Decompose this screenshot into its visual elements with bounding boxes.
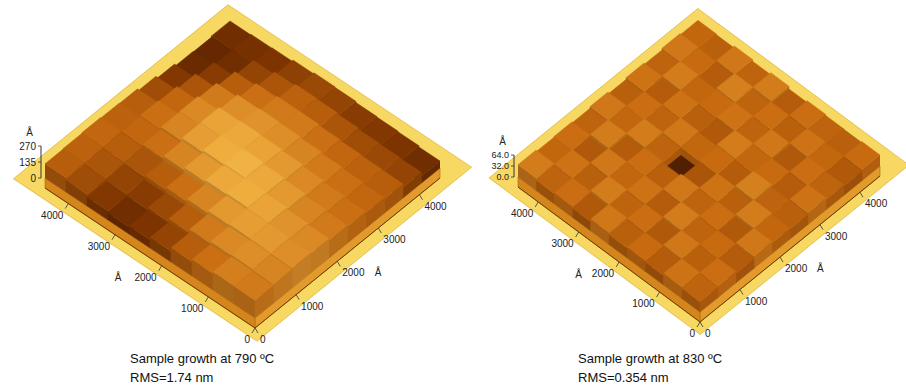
y-tick bbox=[576, 232, 579, 237]
y-tick-label: 3000 bbox=[88, 241, 111, 252]
x-tick-label: 2000 bbox=[785, 263, 808, 274]
x-tick bbox=[337, 261, 340, 266]
x-tick bbox=[820, 225, 823, 230]
figure-svg: 0 1000 2000 3000 4000 Å 0 1000 2000 3000 4000 Å 0 135… bbox=[0, 0, 906, 388]
surface-cells bbox=[518, 20, 880, 312]
x-tick-label: 2000 bbox=[342, 267, 365, 278]
y-tick bbox=[535, 202, 538, 207]
caption-subtitle: RMS=1.74 nm bbox=[130, 370, 213, 385]
x-tick bbox=[740, 290, 743, 295]
z-tick-label: 135 bbox=[19, 157, 36, 168]
y-tick-label: 1000 bbox=[632, 298, 655, 309]
x-tick bbox=[378, 228, 381, 233]
y-tick-label: 3000 bbox=[551, 238, 574, 249]
caption-subtitle: RMS=0.354 nm bbox=[578, 370, 669, 385]
z-tick-label: 270 bbox=[19, 141, 36, 152]
z-tick bbox=[511, 177, 514, 178]
z-tick bbox=[38, 178, 41, 179]
y-tick bbox=[252, 328, 255, 333]
base-plane bbox=[489, 9, 906, 335]
x-tick bbox=[419, 195, 422, 200]
z-tick-label: 0 bbox=[30, 173, 36, 184]
x-axis-title: Å bbox=[375, 266, 382, 278]
y-axis-line bbox=[45, 188, 255, 328]
x-tick-label: 0 bbox=[260, 334, 266, 345]
y-tick bbox=[112, 235, 115, 240]
surface-cell bbox=[234, 271, 274, 300]
x-tick-label: 1000 bbox=[745, 296, 768, 307]
y-tick-label: 0 bbox=[689, 328, 695, 339]
x-tick bbox=[700, 322, 703, 327]
x-tick bbox=[255, 328, 258, 333]
surface-cells bbox=[45, 21, 440, 318]
z-axis-title: Å bbox=[26, 126, 33, 138]
z-tick-label: 0.0 bbox=[496, 172, 509, 182]
x-tick bbox=[296, 295, 299, 300]
surface-panel: 0 1000 2000 3000 4000 Å 0 1000 2000 3000 4000 Å 0.03… bbox=[489, 9, 906, 339]
z-tick bbox=[511, 166, 514, 167]
y-tick bbox=[697, 322, 700, 327]
x-axis-line bbox=[700, 176, 880, 322]
surface-cell bbox=[682, 274, 718, 302]
y-tick bbox=[65, 204, 68, 209]
x-axis-line bbox=[255, 178, 440, 328]
z-tick-label: 64.0 bbox=[491, 150, 509, 160]
y-tick-label: 0 bbox=[244, 334, 250, 345]
x-tick-label: 0 bbox=[705, 328, 711, 339]
x-tick bbox=[780, 257, 783, 262]
y-axis-title: Å bbox=[575, 268, 582, 280]
y-tick-label: 4000 bbox=[511, 208, 534, 219]
slab-face bbox=[45, 178, 255, 328]
x-tick-label: 1000 bbox=[301, 301, 324, 312]
y-axis-line bbox=[518, 187, 700, 322]
z-tick-label: 32.0 bbox=[491, 161, 509, 171]
y-tick bbox=[657, 292, 660, 297]
y-tick bbox=[205, 297, 208, 302]
x-tick-label: 4000 bbox=[865, 198, 888, 209]
y-tick-label: 2000 bbox=[592, 268, 615, 279]
x-tick bbox=[860, 192, 863, 197]
x-tick-label: 3000 bbox=[825, 231, 848, 242]
z-tick bbox=[511, 155, 514, 156]
y-tick-label: 4000 bbox=[41, 210, 64, 221]
z-tick bbox=[38, 162, 41, 163]
slab-face bbox=[700, 166, 880, 322]
slab-face bbox=[255, 168, 440, 328]
y-tick-label: 1000 bbox=[181, 303, 204, 314]
caption-title: Sample growth at 830 ºC bbox=[578, 351, 722, 366]
z-tick bbox=[38, 146, 41, 147]
y-tick bbox=[616, 262, 619, 267]
caption-title: Sample growth at 790 ºC bbox=[130, 351, 274, 366]
z-axis-title: Å bbox=[499, 135, 506, 147]
axes: 0 1000 2000 3000 4000 Å 0 1000 2000 3000 4000 Å 0 135… bbox=[19, 126, 447, 345]
y-tick bbox=[159, 266, 162, 271]
axes: 0 1000 2000 3000 4000 Å 0 1000 2000 3000 4000 Å 0.03… bbox=[491, 135, 887, 339]
surface-panel: 0 1000 2000 3000 4000 Å 0 1000 2000 3000 4000 Å 0 135… bbox=[13, 5, 471, 345]
y-axis-title: Å bbox=[115, 271, 122, 283]
x-tick-label: 4000 bbox=[424, 201, 447, 212]
base-plane bbox=[13, 5, 471, 341]
x-axis-title: Å bbox=[817, 262, 824, 274]
x-tick-label: 3000 bbox=[383, 234, 406, 245]
y-tick-label: 2000 bbox=[134, 272, 157, 283]
figure: 0 1000 2000 3000 4000 Å 0 1000 2000 3000 4000 Å 0 135… bbox=[0, 0, 906, 388]
